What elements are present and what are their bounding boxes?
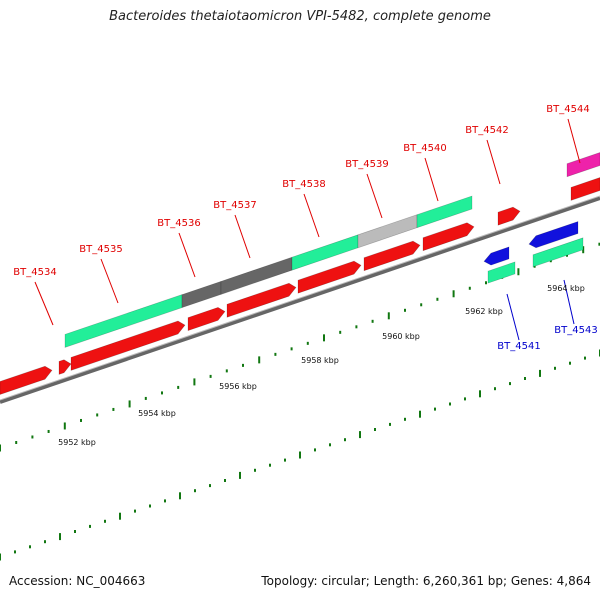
accession-text: Accession: NC_004663 — [9, 574, 146, 588]
gene-label-bt-4536: BT_4536 — [157, 218, 200, 229]
cds-forward-3[interactable] — [187, 307, 226, 332]
scale-label: 5952 kbp — [58, 438, 96, 447]
map-title: Bacteroides thetaiotaomicron VPI-5482, c… — [109, 9, 491, 24]
label-leader — [34, 281, 54, 326]
cds-reverse-0[interactable] — [483, 246, 510, 266]
cds-forward-9[interactable] — [570, 177, 600, 201]
genome-backbone-highlight — [0, 195, 600, 401]
gene-label-bt-4541: BT_4541 — [497, 341, 540, 352]
gene-label-bt-4538: BT_4538 — [282, 179, 325, 190]
scale-label: 5962 kbp — [465, 307, 503, 316]
scale-label: 5956 kbp — [219, 382, 257, 391]
label-leader — [424, 157, 439, 202]
label-leader — [563, 279, 575, 325]
gene-label-bt-4537: BT_4537 — [213, 200, 256, 211]
gene-label-bt-4544: BT_4544 — [546, 104, 589, 115]
cds-forward-6[interactable] — [363, 240, 421, 272]
gene-label-bt-4542: BT_4542 — [465, 125, 508, 136]
scale-label: 5964 kbp — [547, 284, 585, 293]
cds-forward-4[interactable] — [226, 282, 297, 318]
gene-label-bt-4543: BT_4543 — [554, 325, 597, 336]
feature-lower-1[interactable] — [532, 237, 584, 268]
label-leader — [100, 258, 119, 304]
feature-upper-6[interactable] — [566, 152, 600, 178]
cds-forward-8[interactable] — [497, 206, 521, 226]
feature-lower-0[interactable] — [487, 261, 516, 284]
feature-upper-1[interactable] — [181, 280, 222, 309]
cds-forward-1[interactable] — [58, 359, 72, 375]
scale-label: 5954 kbp — [138, 409, 176, 418]
cds-forward-0[interactable] — [0, 365, 53, 395]
label-leader — [486, 139, 501, 185]
label-leader — [234, 214, 251, 259]
cds-forward-5[interactable] — [297, 260, 362, 294]
cds-forward-7[interactable] — [422, 222, 475, 252]
label-leader — [506, 293, 520, 341]
genome-backbone — [0, 196, 600, 404]
gene-label-bt-4535: BT_4535 — [79, 244, 122, 255]
label-leader — [178, 232, 196, 278]
genome-summary-text: Topology: circular; Length: 6,260,361 bp… — [261, 574, 591, 588]
scale-label: 5960 kbp — [382, 332, 420, 341]
cds-forward-2[interactable] — [70, 320, 186, 371]
scale-label: 5958 kbp — [301, 356, 339, 365]
feature-upper-5[interactable] — [416, 195, 473, 229]
gene-label-bt-4539: BT_4539 — [345, 159, 388, 170]
gene-label-bt-4534: BT_4534 — [13, 267, 56, 278]
label-leader — [303, 193, 320, 238]
cds-reverse-1[interactable] — [528, 221, 579, 249]
gene-label-bt-4540: BT_4540 — [403, 143, 446, 154]
label-leader — [567, 118, 581, 164]
label-leader — [366, 173, 383, 219]
